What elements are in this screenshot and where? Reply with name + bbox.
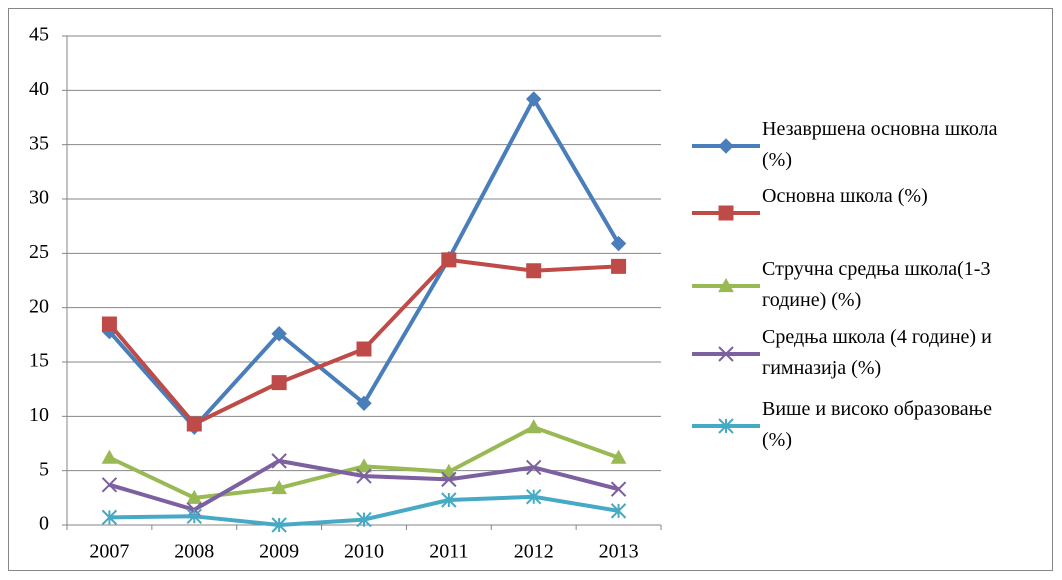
legend-swatch [692, 138, 760, 154]
legend-label: Незавршена основна школа (%) [762, 118, 998, 171]
legend-marker [718, 138, 734, 154]
data-point [526, 91, 542, 107]
data-point [271, 480, 287, 495]
data-point [610, 481, 627, 497]
legend-label: Стручна средња школа(1-3 године) (%) [762, 258, 991, 311]
legend-marker [718, 418, 734, 434]
y-tick-label: 45 [29, 24, 49, 46]
data-point [356, 395, 372, 412]
data-point [610, 449, 627, 464]
data-point [356, 341, 372, 357]
y-tick-label: 0 [39, 513, 49, 535]
legend-label: Више и високо образовање (%) [762, 398, 992, 451]
data-point [441, 252, 457, 268]
y-tick-label: 35 [29, 132, 49, 154]
data-point [610, 235, 627, 252]
y-tick-label: 10 [29, 404, 49, 426]
data-point [441, 471, 457, 488]
data-point [101, 316, 117, 332]
legend-marker [718, 205, 734, 221]
legend-marker [718, 277, 734, 293]
data-point [101, 509, 118, 526]
x-tick-label: 2011 [429, 541, 468, 563]
x-tick-label: 2009 [259, 541, 299, 563]
data-point [186, 508, 202, 525]
data-point [186, 416, 202, 432]
data-point [271, 375, 287, 391]
data-point [526, 263, 542, 279]
legend-swatch [692, 418, 760, 434]
data-point [611, 258, 627, 274]
data-point [610, 503, 627, 519]
legend-item: Више и високо образовање (%) [690, 398, 1050, 472]
legend-swatch [692, 346, 760, 362]
data-point [526, 459, 542, 476]
legend-label: Основна школа (%) [762, 185, 928, 207]
legend-marker [718, 346, 734, 362]
data-point [356, 511, 372, 528]
data-point [526, 489, 542, 505]
y-tick-label: 30 [29, 187, 49, 209]
data-point [271, 517, 287, 533]
y-tick-label: 25 [29, 241, 49, 263]
data-point [356, 468, 372, 484]
y-tick-label: 15 [29, 350, 49, 372]
legend-swatch [692, 205, 760, 221]
x-tick-label: 2007 [89, 541, 129, 563]
legend-item: Основна школа (%) [690, 185, 1050, 259]
legend-label: Средња школа (4 године) и гимназија (%) [762, 326, 992, 379]
x-tick-label: 2008 [174, 541, 214, 563]
data-point [356, 458, 372, 473]
legend-item: Стручна средња школа(1-3 године) (%) [690, 258, 1050, 332]
data-point [271, 453, 287, 469]
data-point [525, 419, 542, 434]
data-point [101, 449, 118, 464]
data-point [271, 326, 287, 342]
data-point [101, 477, 118, 493]
x-tick-label: 2012 [514, 541, 554, 563]
y-tick-label: 40 [29, 78, 49, 100]
x-tick-label: 2013 [599, 541, 639, 563]
data-point [441, 492, 457, 508]
y-tick-label: 5 [39, 458, 49, 480]
y-tick-label: 20 [29, 295, 49, 317]
x-tick-label: 2010 [344, 541, 384, 563]
legend-item: Незавршена основна школа (%) [690, 118, 1050, 192]
legend-item: Средња школа (4 године) и гимназија (%) [690, 326, 1050, 400]
data-point [186, 489, 203, 504]
legend-swatch [692, 277, 760, 293]
